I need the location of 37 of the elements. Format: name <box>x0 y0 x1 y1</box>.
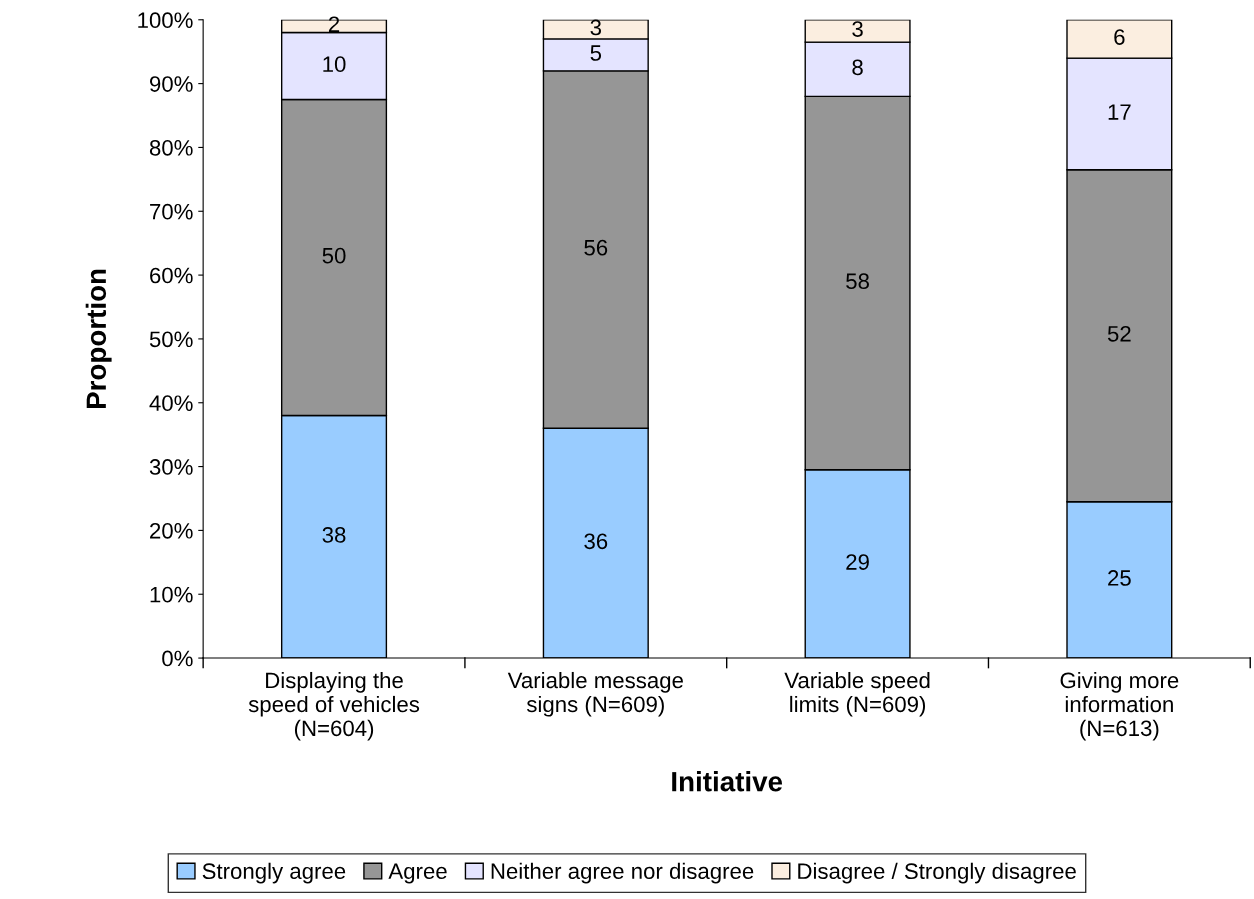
legend-label: Disagree / Strongly disagree <box>798 862 1076 884</box>
data-label: 10 <box>323 56 346 73</box>
y-tick-label: 40% <box>149 395 193 412</box>
y-tick-label: 90% <box>149 76 193 92</box>
y-tick-label: 70% <box>150 203 193 220</box>
data-label: 6 <box>1114 29 1125 45</box>
data-label: 50 <box>322 247 346 264</box>
data-label: 8 <box>852 59 863 76</box>
y-tick-label: 80% <box>149 139 193 156</box>
data-label: 36 <box>584 533 608 550</box>
data-label: 38 <box>322 527 346 543</box>
x-tick-label: Giving more information (N=613) <box>1060 671 1179 741</box>
data-label: 3 <box>590 19 602 36</box>
y-tick-label: 0% <box>162 650 193 667</box>
y-tick-label: 60% <box>150 267 193 284</box>
data-label: 2 <box>328 16 340 32</box>
data-label: 52 <box>1107 325 1131 342</box>
x-axis-title: Initiative <box>672 771 783 792</box>
data-label: 5 <box>590 45 602 61</box>
data-label: 3 <box>852 21 863 37</box>
data-label: 58 <box>846 273 869 290</box>
legend-label: Agree <box>388 863 447 884</box>
y-tick-label: 50% <box>149 331 193 348</box>
y-tick-label: 30% <box>149 459 193 475</box>
y-tick-label: 10% <box>150 586 193 603</box>
x-tick-label: Variable message signs (N=609) <box>507 671 683 717</box>
legend-label: Strongly agree <box>202 862 346 884</box>
data-label: 25 <box>1108 570 1131 586</box>
data-label: 17 <box>1108 104 1131 120</box>
legend-label: Neither agree nor disagree <box>491 862 754 884</box>
x-tick-label: Displaying the speed of vehicles (N=604) <box>248 671 420 741</box>
data-label: 29 <box>846 554 869 570</box>
y-axis-title: Proportion <box>85 269 112 409</box>
y-tick-label: 100% <box>138 12 193 29</box>
x-tick-label: Variable speed limits (N=609) <box>784 671 930 717</box>
data-label: 56 <box>584 239 608 256</box>
y-tick-label: 20% <box>150 522 193 539</box>
